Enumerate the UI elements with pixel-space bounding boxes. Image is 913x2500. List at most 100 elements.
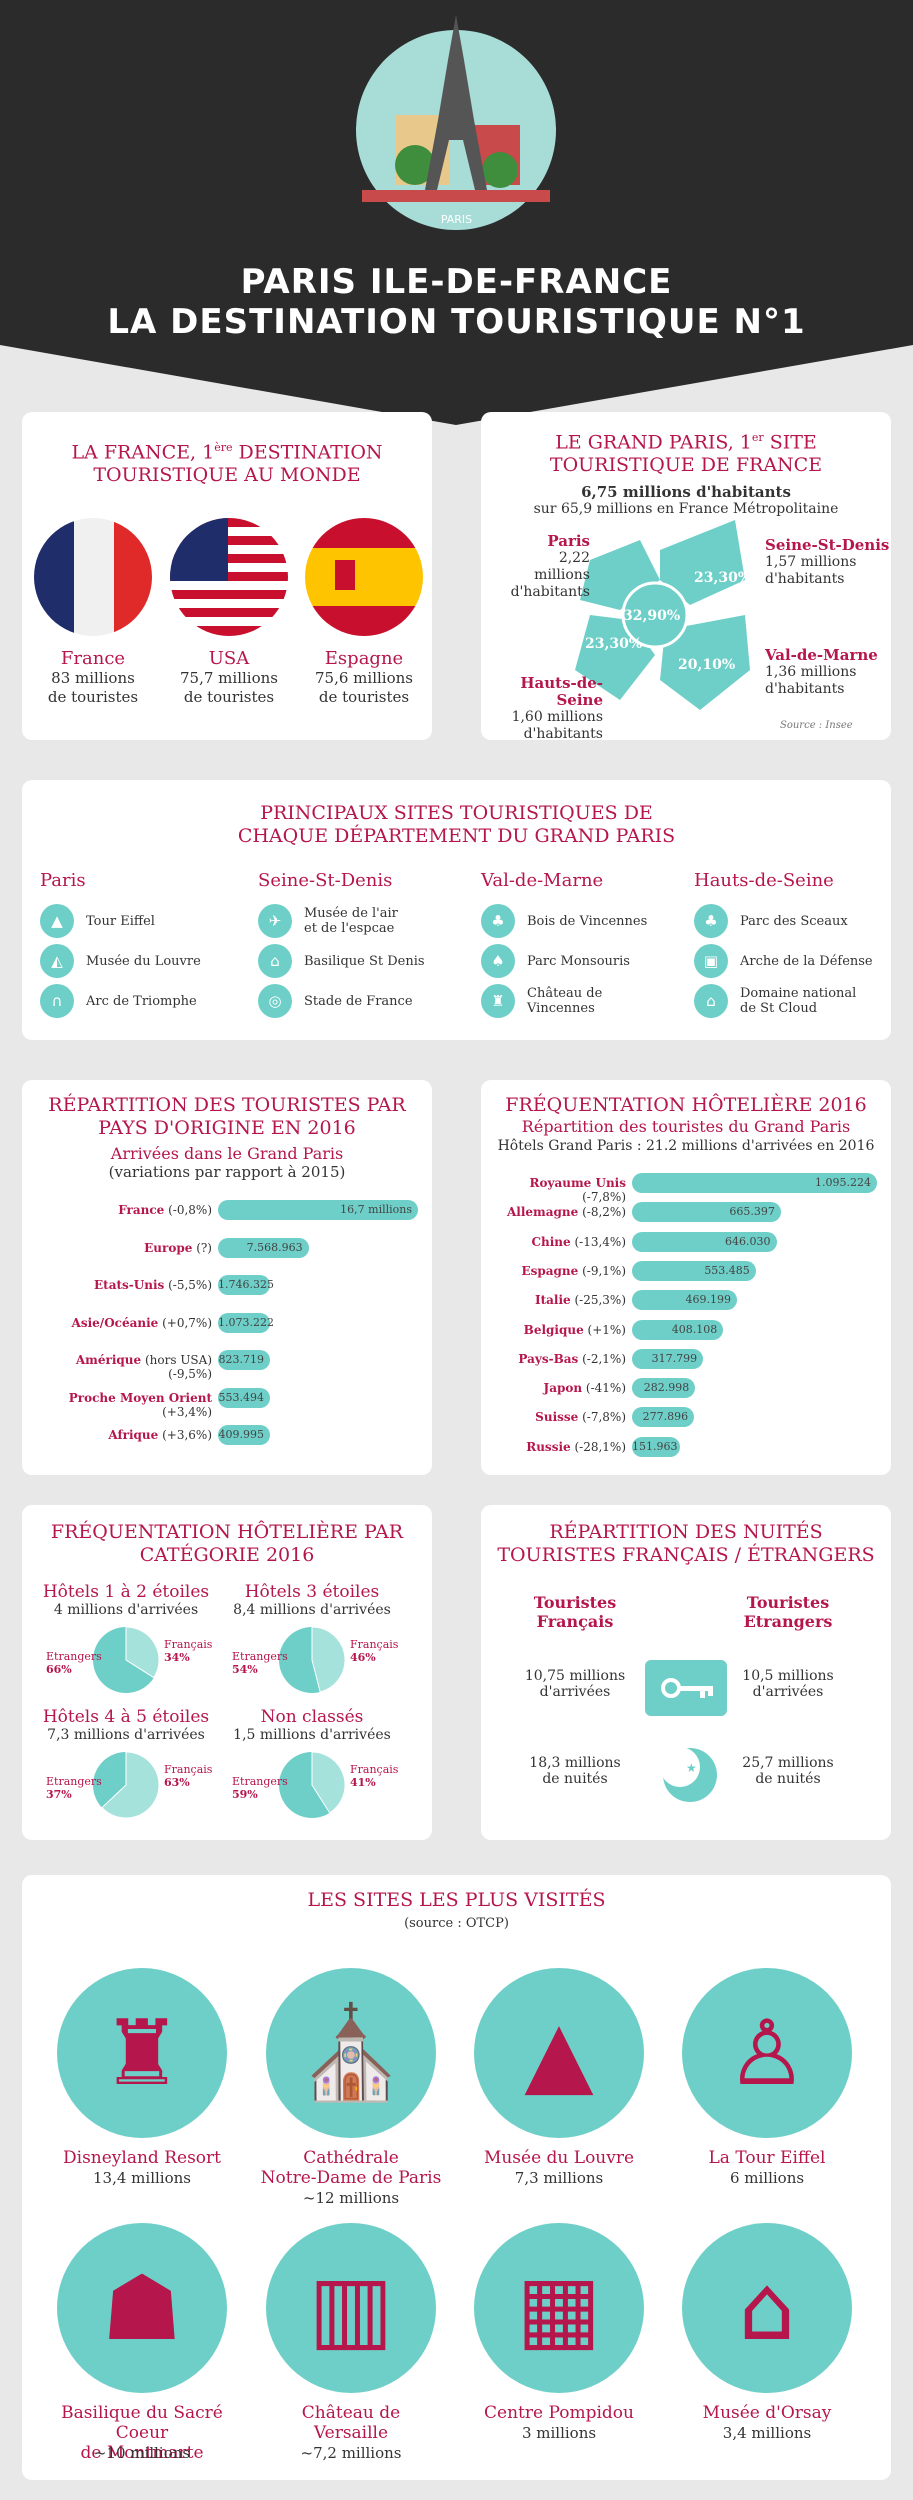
country-spain: Espagne 75,6 millions de touristes (315, 648, 413, 706)
category-subtitle: 8,4 millions d'arrivées (233, 1602, 391, 1618)
logo-label: PARIS (440, 213, 473, 226)
tree-icon: ♣ (481, 904, 515, 938)
bar: 469.199 (632, 1290, 737, 1311)
moon-icon: ★ (660, 1747, 717, 1802)
visited-site-name: Musée d'Orsay (702, 2403, 832, 2423)
pie-chart (93, 1751, 160, 1819)
airplane-icon: ✈ (258, 904, 292, 938)
bar-label: Russie (-28,1%) (526, 1439, 626, 1454)
visited-site-value: ~12 millions (302, 2189, 400, 2207)
etr-arrivees: 10,5 millions d'arrivées (742, 1668, 834, 1700)
bar: 317.799 (632, 1348, 704, 1369)
site-item: ♣ Parc des Sceaux (694, 904, 848, 938)
site-item: ◭ Musée du Louvre (40, 944, 201, 978)
pct-seine-st-denis: 23,30% (694, 570, 752, 586)
bar-label: France (-0,8%) (118, 1203, 212, 1217)
pct-paris: 32,90% (623, 608, 681, 624)
pct-francais: Français 41% (350, 1763, 399, 1789)
header-background (0, 0, 913, 425)
visited-source: (source : OTCP) (404, 1916, 509, 1931)
region-val-de-marne: Val-de-Marne 1,36 millions d'habitants (765, 646, 878, 698)
visited-card-title: LES SITES LES PLUS VISITÉS (307, 1889, 606, 1911)
bar-label: Royaume Unis (-7,8%) (529, 1176, 626, 1204)
category-subtitle: 7,3 millions d'arrivées (47, 1727, 205, 1743)
fr-nuits: 18,3 millions de nuités (529, 1755, 621, 1787)
grand-paris-map (575, 520, 750, 710)
pompidou-icon: ▦ (474, 2223, 644, 2393)
eiffel-tower-icon: ▲ (40, 904, 74, 938)
bar: 7.568.963 (218, 1237, 309, 1258)
france-flag-icon (34, 518, 152, 636)
category-subtitle: 4 millions d'arrivées (53, 1602, 199, 1618)
habitants-metropole: sur 65,9 millions en France Métropolitai… (533, 501, 839, 518)
pyramid-icon: ◭ (40, 944, 74, 978)
bar-label: Chine (-13,4%) (531, 1234, 626, 1249)
bar-label: Italie (-25,3%) (534, 1293, 626, 1308)
visited-site-name: Château de Versaille (301, 2403, 401, 2443)
page-subtitle: LA DESTINATION TOURISTIQUE N°1 (107, 302, 806, 342)
category-title: Non classés (260, 1707, 364, 1727)
dept-hauts-de-seine: Hauts-de-Seine (694, 870, 834, 891)
bar-label: Suisse (-7,8%) (535, 1410, 626, 1425)
country-france: France 83 millions de touristes (47, 648, 139, 706)
visited-site-value: 13,4 millions (93, 2169, 191, 2187)
arch-icon: ▣ (694, 944, 728, 978)
bar-label: Espagne (-9,1%) (521, 1263, 626, 1278)
visited-site-name: Cathédrale Notre-Dame de Paris (260, 2148, 442, 2188)
svg-text:★: ★ (686, 1761, 697, 1775)
bar: 646.030 (632, 1231, 777, 1252)
repartition-subtitle2: (variations par rapport à 2015) (108, 1163, 346, 1181)
site-item: ♠ Parc Monsouris (481, 944, 630, 978)
header: PARIS PARIS ILE-DE-FRANCE LA DESTINATION… (0, 0, 913, 425)
bar-label: Europe (?) (144, 1240, 212, 1255)
pct-etrangers: Etrangers 37% (46, 1775, 102, 1801)
bar: 16,7 millions (218, 1200, 418, 1220)
bar: 277.896 (632, 1407, 695, 1428)
pct-francais: Français 34% (164, 1638, 213, 1664)
pct-etrangers: Etrangers 54% (232, 1650, 288, 1676)
bar-label: Etats-Unis (-5,5%) (94, 1278, 212, 1292)
dept-val-de-marne: Val-de-Marne (481, 870, 604, 891)
col-etrangers: Touristes Etrangers (743, 1593, 833, 1631)
source-note: Source : Insee (780, 720, 853, 731)
cathedral-icon: ⛪ (266, 1968, 436, 2138)
eiffel-tower-icon: ♙ (682, 1968, 852, 2138)
habitants-total: 6,75 millions d'habitants (581, 483, 791, 502)
pct-francais: Français 46% (350, 1638, 399, 1664)
pie-slice-francais (311, 1626, 346, 1693)
pie-chart (279, 1626, 346, 1693)
dept-paris: Paris (40, 870, 86, 891)
bar: 823.719 (218, 1350, 270, 1370)
bar-label: Allemagne (-8,2%) (506, 1205, 626, 1220)
pie-slice-francais (125, 1626, 160, 1679)
hotel-subtitle: Répartition des touristes du Grand Paris (521, 1117, 851, 1136)
country-usa: USA 75,7 millions de touristes (180, 648, 278, 706)
visited-site-name: Disneyland Resort (63, 2148, 221, 2168)
castle-icon: ♜ (481, 984, 515, 1018)
spain-flag-icon (305, 518, 423, 636)
dept-seine-st-denis: Seine-St-Denis (258, 870, 393, 891)
bar-label: Japon (-41%) (543, 1381, 626, 1396)
visited-site-name: Centre Pompidou (484, 2403, 634, 2423)
bar: 282.998 (632, 1378, 696, 1399)
site-item: ∩ Arc de Triomphe (40, 984, 197, 1018)
pie-slice-francais (101, 1751, 160, 1819)
bar-label: Asie/Océanie (+0,7%) (71, 1315, 212, 1330)
nuitees-card-title: RÉPARTITION DES NUITÉS TOURISTES FRANÇAIS… (497, 1521, 875, 1566)
visited-site-value: 6 millions (729, 2169, 805, 2187)
stadium-icon: ◎ (258, 984, 292, 1018)
category-title: Hôtels 3 étoiles (244, 1582, 380, 1602)
visited-site-value: ~10 millions (93, 2444, 191, 2462)
sites-card: PRINCIPAUX SITES TOURISTIQUES DE CHAQUE D… (22, 780, 891, 1040)
usa-flag-icon (170, 518, 288, 636)
orsay-icon: ⌂ (682, 2223, 852, 2393)
bar-label: Belgique (+1%) (523, 1322, 626, 1337)
bar: 553.494 (218, 1387, 270, 1408)
pct-francais: Français 63% (164, 1763, 213, 1789)
visited-site-value: 7,3 millions (514, 2169, 604, 2187)
visited-site-value: ~7,2 millions (300, 2444, 402, 2462)
bar: 1.073.222 (218, 1312, 274, 1333)
col-francais: Touristes Français (533, 1593, 617, 1631)
region-paris: Paris 2,22 millions d'habitants (510, 532, 590, 601)
bar-label: Amérique (hors USA) (-9,5%) (75, 1353, 212, 1381)
